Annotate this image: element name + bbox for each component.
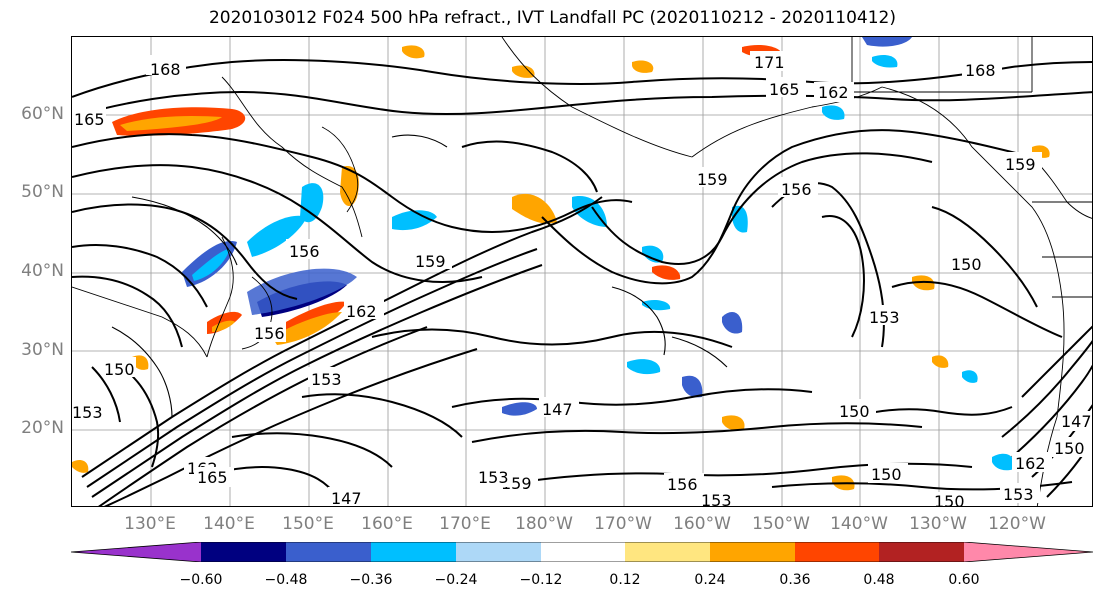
contours bbox=[72, 59, 1092, 506]
contour-label: 165 bbox=[74, 110, 105, 129]
map-panel: 168 165 171 165 162 168 159 156 159 156 … bbox=[71, 36, 1093, 507]
contour-label: 162 bbox=[1015, 454, 1046, 473]
contour-label: 162 bbox=[818, 83, 849, 102]
contour-label: 162 bbox=[346, 302, 377, 321]
jet-contour-1 bbox=[81, 196, 603, 478]
contour-label: 159 bbox=[697, 170, 728, 189]
contour-label: 153 bbox=[311, 370, 342, 389]
colorbar-tick: −0.12 bbox=[519, 572, 563, 588]
contour-label: 153 bbox=[72, 403, 103, 422]
lon-label-140w: 140°W bbox=[830, 514, 888, 534]
contour-label: 156 bbox=[254, 324, 285, 343]
contour-label: 153 bbox=[701, 491, 732, 507]
colorbar-tick: 0.60 bbox=[948, 572, 980, 588]
patch-blue-korea bbox=[247, 215, 307, 257]
colorbar-segment bbox=[71, 542, 201, 562]
contour-label: 147 bbox=[1061, 412, 1092, 431]
colorbar-segment bbox=[371, 542, 456, 562]
colorbar-tick: 0.36 bbox=[779, 572, 811, 588]
contour-label: 150 bbox=[1054, 439, 1085, 458]
contour-label: 165 bbox=[769, 80, 800, 99]
contour-label: 153 bbox=[478, 468, 509, 487]
lon-label-130e: 130°E bbox=[124, 514, 176, 534]
contour-label: 171 bbox=[754, 53, 785, 72]
contour-label: 153 bbox=[1003, 485, 1034, 504]
colorbar-segment bbox=[795, 542, 879, 562]
contour-label: 156 bbox=[289, 242, 320, 261]
contour-label: 153 bbox=[869, 308, 900, 327]
contour-label: 150 bbox=[839, 402, 870, 421]
map-canvas: 168 165 171 165 162 168 159 156 159 156 … bbox=[72, 37, 1092, 507]
colorbar-tick: −0.36 bbox=[349, 572, 393, 588]
lon-label-160e: 160°E bbox=[361, 514, 413, 534]
contour-label: 150 bbox=[934, 492, 965, 507]
colorbar-segment bbox=[456, 542, 541, 562]
contour-label: 159 bbox=[415, 252, 446, 271]
contour-label: 150 bbox=[104, 360, 135, 379]
colorbar-tick: −0.60 bbox=[179, 572, 223, 588]
filled-patches bbox=[72, 37, 1050, 491]
colorbar-segment bbox=[625, 542, 710, 562]
graticule bbox=[72, 37, 1092, 506]
colorbar-tick: −0.24 bbox=[434, 572, 478, 588]
contour-label: 147 bbox=[542, 400, 573, 419]
colorbar-segment bbox=[964, 542, 1093, 562]
colorbar-tick: 0.24 bbox=[694, 572, 726, 588]
lat-label-50n: 50°N bbox=[21, 182, 64, 202]
colorbar-segment bbox=[286, 542, 371, 562]
lat-label-20n: 20°N bbox=[21, 418, 64, 438]
contour-label: 165 bbox=[197, 468, 228, 487]
colorbar-segment bbox=[541, 542, 625, 562]
lon-label-180w: 180°W bbox=[515, 514, 573, 534]
colorbar-segment bbox=[710, 542, 795, 562]
lon-label-140e: 140°E bbox=[203, 514, 255, 534]
colorbar-tick: 0.48 bbox=[863, 572, 895, 588]
contour-label: 168 bbox=[150, 60, 181, 79]
lat-label-30n: 30°N bbox=[21, 340, 64, 360]
lon-label-120w: 120°W bbox=[988, 514, 1046, 534]
lon-label-170e: 170°E bbox=[439, 514, 491, 534]
lon-label-150e: 150°E bbox=[282, 514, 334, 534]
colorbar-tick: 0.12 bbox=[609, 572, 641, 588]
lon-label-130w: 130°W bbox=[909, 514, 967, 534]
lon-label-150w: 150°W bbox=[752, 514, 810, 534]
contour-label: 147 bbox=[331, 489, 362, 507]
coastlines bbox=[72, 37, 1092, 506]
lat-label-60n: 60°N bbox=[21, 104, 64, 124]
lat-label-40n: 40°N bbox=[21, 261, 64, 281]
colorbar-tick: −0.48 bbox=[264, 572, 308, 588]
contour-label: 156 bbox=[781, 180, 812, 199]
contour-label: 150 bbox=[871, 465, 902, 484]
lon-label-160w: 160°W bbox=[673, 514, 731, 534]
contour-label: 150 bbox=[951, 255, 982, 274]
colorbar-segment bbox=[201, 542, 286, 562]
contour-label: 159 bbox=[1005, 155, 1036, 174]
contour-labels: 168 165 171 165 162 168 159 156 159 156 … bbox=[72, 51, 1092, 507]
colorbar-segment bbox=[879, 542, 964, 562]
contour-label: 168 bbox=[965, 61, 996, 80]
lon-label-170w: 170°W bbox=[594, 514, 652, 534]
colorbar bbox=[71, 542, 1093, 562]
map-title: 2020103012 F024 500 hPa refract., IVT La… bbox=[208, 8, 896, 28]
contour-label: 156 bbox=[667, 475, 698, 494]
